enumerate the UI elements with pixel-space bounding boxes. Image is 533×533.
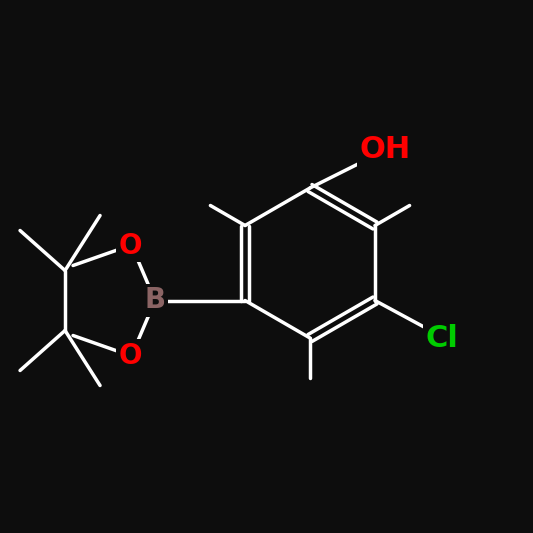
Text: B: B bbox=[144, 287, 166, 314]
Text: OH: OH bbox=[359, 135, 410, 165]
Text: Cl: Cl bbox=[425, 324, 458, 353]
Text: O: O bbox=[118, 342, 142, 369]
Text: O: O bbox=[118, 231, 142, 260]
